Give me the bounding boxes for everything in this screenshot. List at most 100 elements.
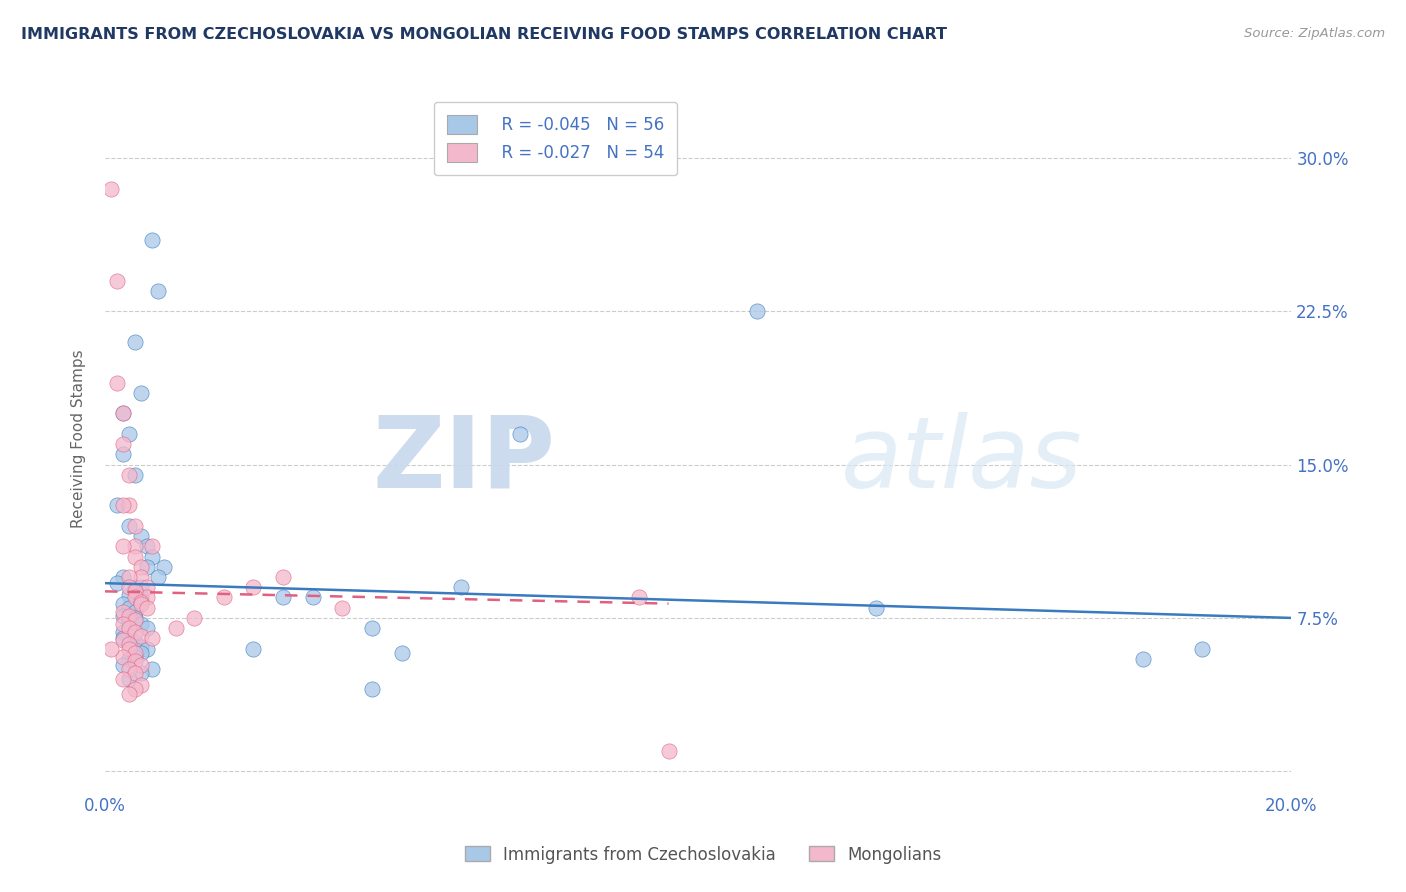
Point [129,580,152,594]
Point [657,744,679,758]
Point [141,540,163,554]
Point [141,632,163,646]
Point [165,621,187,635]
Text: IMMIGRANTS FROM CZECHOSLOVAKIA VS MONGOLIAN RECEIVING FOOD STAMPS CORRELATION CH: IMMIGRANTS FROM CZECHOSLOVAKIA VS MONGOL… [21,27,948,42]
Point [118,621,141,635]
Point [111,447,134,461]
Point [361,682,384,697]
Point [105,576,128,591]
Point [129,646,152,660]
Point [627,591,650,605]
Point [129,594,152,608]
Point [865,600,887,615]
Point [111,540,134,554]
Point [129,666,152,681]
Point [111,437,134,451]
Point [124,682,146,697]
Point [153,559,176,574]
Point [129,591,152,605]
Text: atlas: atlas [841,412,1083,508]
Y-axis label: Receiving Food Stamps: Receiving Food Stamps [72,350,86,528]
Point [129,597,152,611]
Point [118,652,141,666]
Point [111,657,134,672]
Point [111,633,134,648]
Point [124,549,146,564]
Point [111,407,134,421]
Point [301,591,323,605]
Point [129,678,152,692]
Point [124,613,146,627]
Point [509,426,531,441]
Point [111,625,134,640]
Point [124,649,146,664]
Point [124,584,146,599]
Point [111,632,134,646]
Point [747,304,769,318]
Point [124,591,146,605]
Point [118,662,141,676]
Point [118,499,141,513]
Point [242,641,264,656]
Point [141,549,163,564]
Point [118,589,141,603]
Point [135,621,157,635]
Text: ZIP: ZIP [373,412,555,508]
Point [330,600,353,615]
Point [118,467,141,482]
Point [100,181,122,195]
Legend:   R = -0.045   N = 56,   R = -0.027   N = 54: R = -0.045 N = 56, R = -0.027 N = 54 [434,102,678,175]
Point [271,591,294,605]
Point [118,608,141,623]
Point [135,540,157,554]
Point [135,559,157,574]
Point [111,605,134,619]
Point [124,635,146,649]
Point [141,233,163,247]
Point [124,584,146,599]
Point [124,666,146,681]
Point [124,654,146,668]
Point [111,407,134,421]
Point [118,519,141,533]
Point [135,580,157,594]
Point [1132,652,1154,666]
Point [1191,641,1213,656]
Point [111,597,134,611]
Point [124,540,146,554]
Point [129,629,152,643]
Point [118,641,141,656]
Point [111,570,134,584]
Point [129,559,152,574]
Point [118,638,141,652]
Point [111,608,134,623]
Point [124,334,146,349]
Point [129,640,152,654]
Point [105,274,128,288]
Point [100,641,122,656]
Point [118,580,141,594]
Point [242,580,264,594]
Point [135,591,157,605]
Point [118,615,141,629]
Point [118,672,141,686]
Point [111,499,134,513]
Point [148,570,170,584]
Point [391,646,413,660]
Point [129,570,152,584]
Point [124,625,146,640]
Point [118,600,141,615]
Point [212,591,235,605]
Point [118,426,141,441]
Point [148,284,170,298]
Point [124,467,146,482]
Point [118,687,141,701]
Legend: Immigrants from Czechoslovakia, Mongolians: Immigrants from Czechoslovakia, Mongolia… [458,839,948,871]
Point [271,570,294,584]
Point [105,499,128,513]
Point [124,646,146,660]
Point [129,657,152,672]
Point [450,580,472,594]
Point [129,617,152,632]
Point [124,605,146,619]
